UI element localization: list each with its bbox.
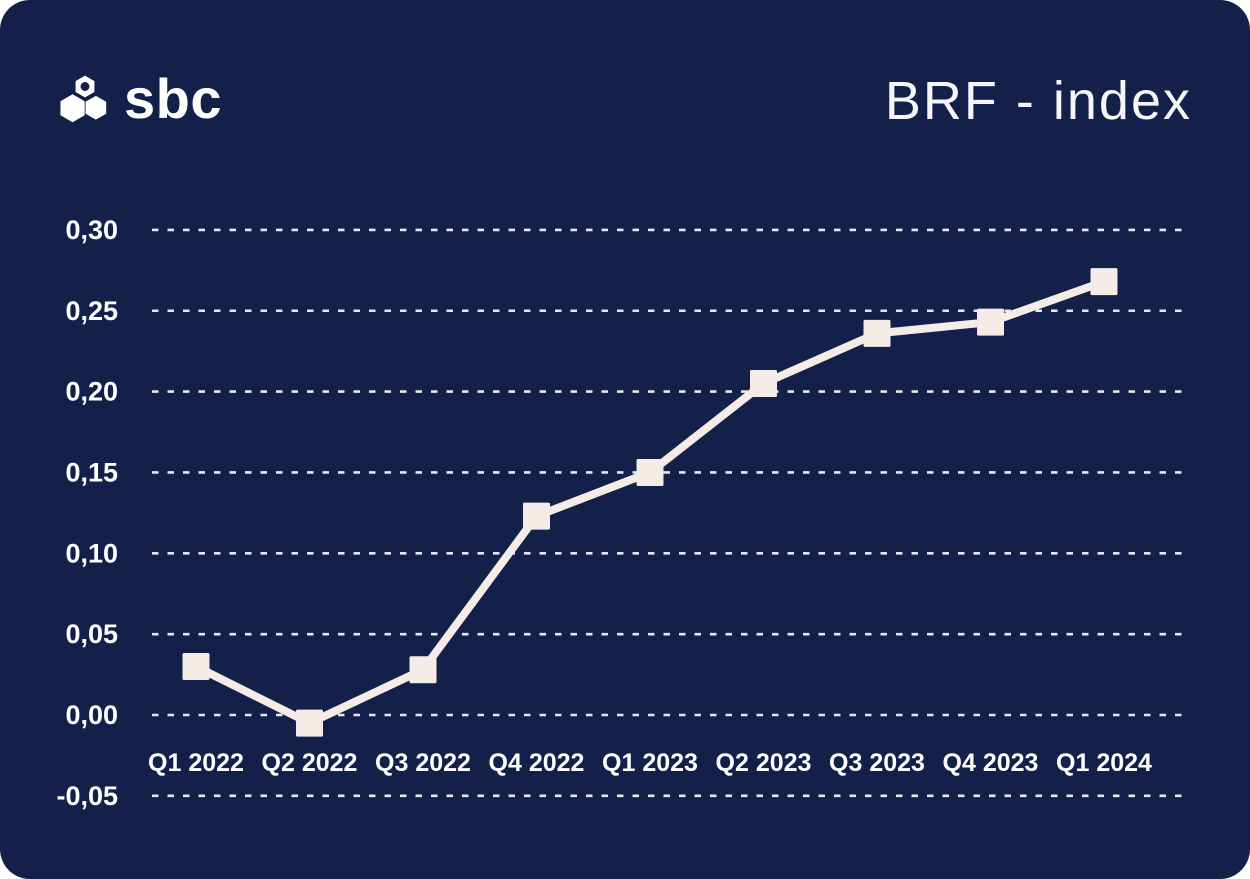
x-axis-tick-label: Q3 2022 — [375, 749, 471, 777]
data-point-marker — [523, 502, 550, 530]
x-axis-tick-label: Q2 2023 — [716, 749, 812, 777]
data-point-marker — [750, 370, 777, 398]
data-point-marker — [182, 652, 210, 680]
x-axis-tick-label: Q1 2022 — [148, 749, 244, 777]
data-point-marker — [409, 656, 437, 684]
y-axis-tick-label: 0,25 — [65, 296, 118, 326]
y-axis-tick-label: 0,30 — [65, 215, 118, 245]
data-point-marker — [977, 308, 1004, 336]
y-axis-tick-label: 0,10 — [65, 538, 118, 568]
x-axis-tick-label: Q1 2023 — [602, 749, 698, 777]
y-axis-tick-label: 0,20 — [65, 377, 118, 407]
series-line — [194, 277, 1106, 728]
data-point-marker — [863, 319, 891, 347]
sbc-hexagons-icon — [60, 75, 107, 123]
data-point-marker — [1090, 268, 1118, 296]
x-axis-tick-label: Q4 2022 — [489, 749, 585, 777]
y-axis-tick-label: 0,15 — [65, 457, 118, 487]
logo-text: sbc — [124, 67, 222, 130]
y-axis-tick-label: -0,05 — [56, 781, 118, 811]
chart-title: BRF - index — [884, 71, 1192, 131]
x-axis-tick-label: Q4 2023 — [943, 749, 1039, 777]
x-axis-tick-label: Q2 2022 — [262, 749, 358, 777]
data-point-marker — [636, 458, 664, 486]
y-axis-tick-label: 0,00 — [65, 700, 118, 730]
y-axis-tick-label: 0,05 — [65, 619, 118, 649]
x-axis-tick-label: Q3 2023 — [829, 749, 925, 777]
data-point-marker — [296, 709, 323, 737]
sbc-logo: sbc — [56, 67, 222, 130]
x-axis-tick-label: Q1 2024 — [1056, 749, 1152, 777]
